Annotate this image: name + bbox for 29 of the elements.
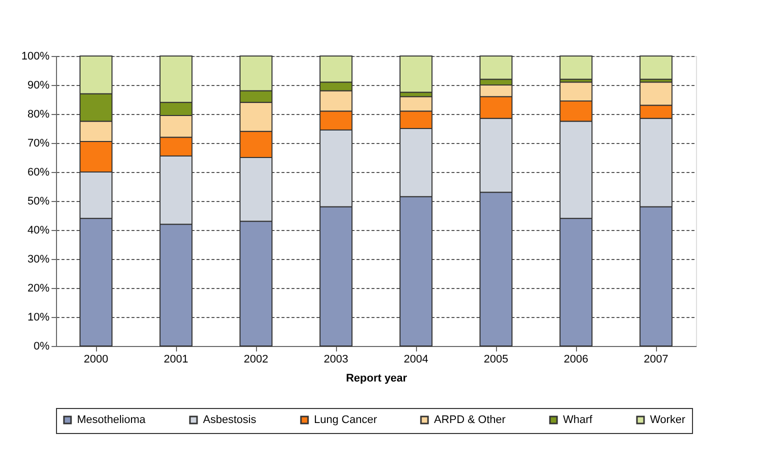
x-tick-label: 2004 — [404, 354, 428, 366]
y-tick-label: 60% — [27, 166, 50, 178]
x-tick-label: 2001 — [164, 354, 188, 366]
bar — [640, 56, 672, 80]
y-tick-label: 80% — [27, 108, 50, 120]
y-tick-label: 70% — [27, 138, 50, 150]
bar — [560, 56, 592, 80]
y-tick-label: 90% — [27, 80, 50, 92]
bar — [400, 56, 432, 93]
x-tick-label: 2005 — [484, 354, 508, 366]
legend-label: Mesothelioma — [77, 414, 146, 426]
y-tick-label: 0% — [34, 340, 50, 352]
x-tick-label: 2006 — [564, 354, 588, 366]
y-tick-label: 20% — [27, 282, 50, 294]
x-tick-label: 2000 — [84, 354, 108, 366]
y-tick-label: 40% — [27, 224, 50, 236]
x-tick-label: 2007 — [644, 354, 668, 366]
legend-label: Wharf — [563, 414, 594, 426]
y-tick-label: 50% — [27, 196, 50, 208]
legend-label: ARPD & Other — [434, 414, 506, 426]
x-axis-title: Report year — [346, 372, 408, 384]
legend-label: Asbestosis — [203, 414, 257, 426]
y-tick-label: 100% — [21, 50, 50, 62]
legend-label: Lung Cancer — [314, 414, 378, 426]
y-tick-label: 10% — [27, 312, 50, 324]
x-tick-label: 2002 — [244, 354, 268, 366]
x-tick-label: 2003 — [324, 354, 348, 366]
legend-label: Worker — [650, 414, 686, 426]
y-tick-label: 30% — [27, 254, 50, 266]
